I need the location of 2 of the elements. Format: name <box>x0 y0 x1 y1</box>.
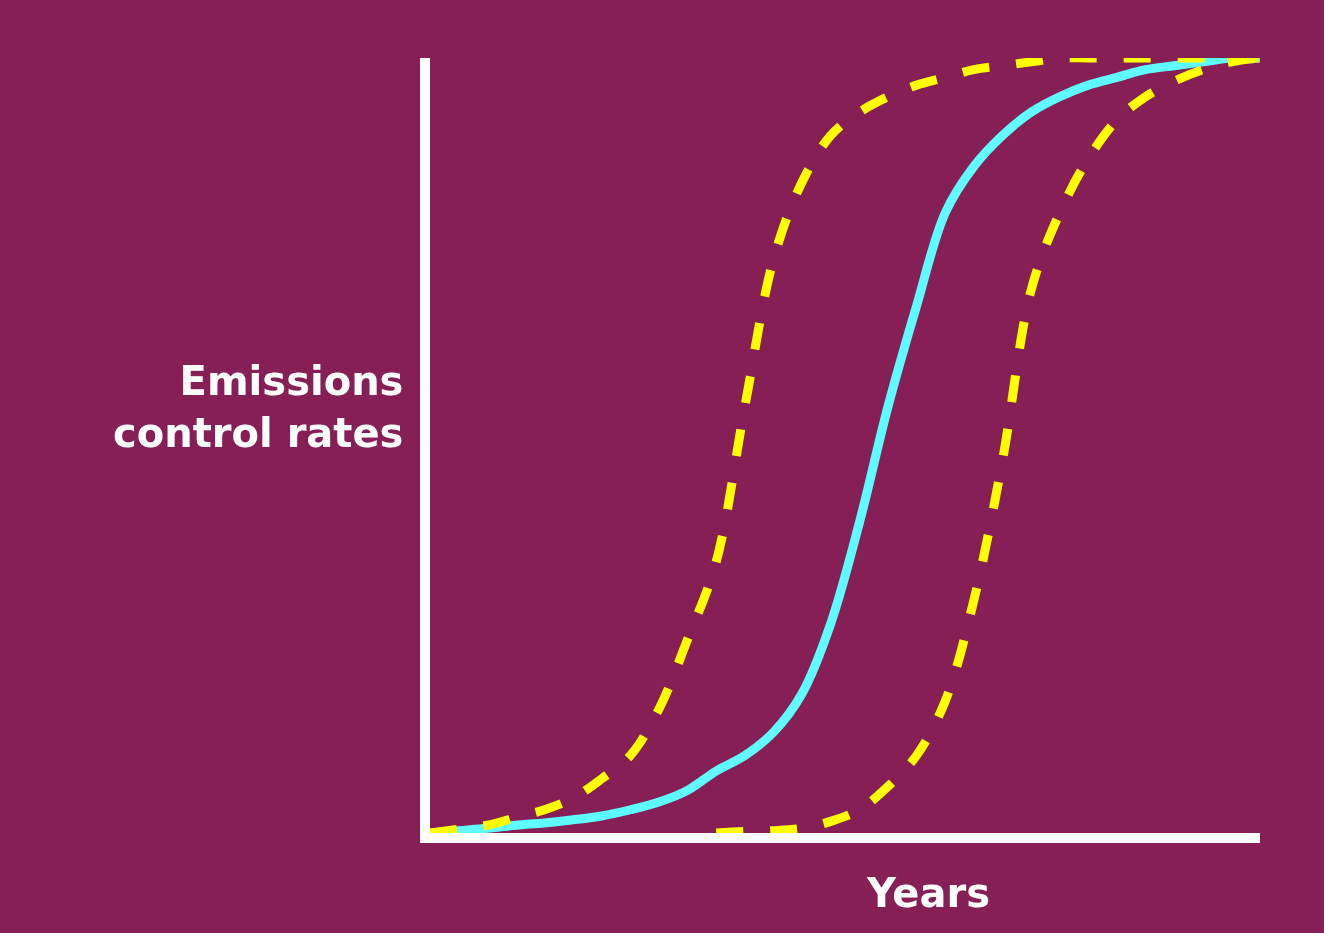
x-axis-title: Years <box>866 870 990 916</box>
y-axis-title: Emissions control rates <box>113 358 404 456</box>
